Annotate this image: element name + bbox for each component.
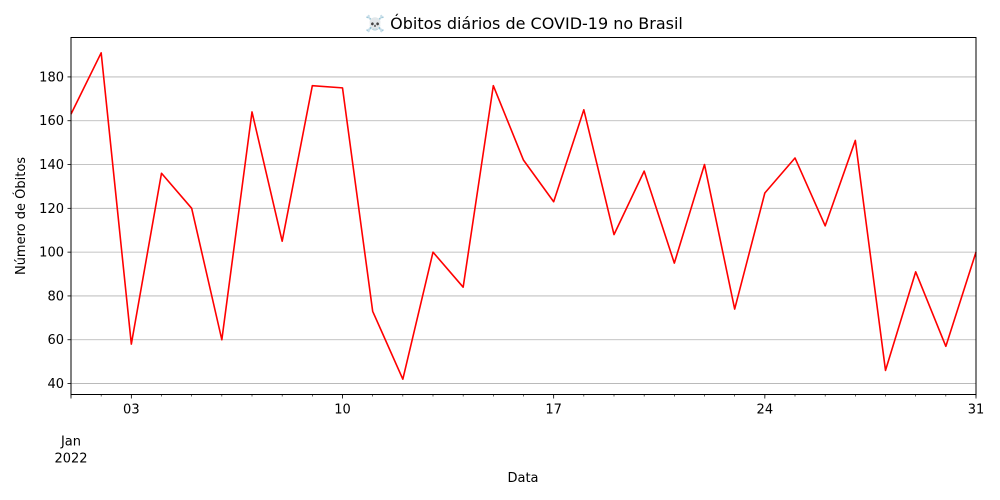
x-tick-label: 10 (334, 403, 351, 418)
series-line (70, 52, 977, 380)
y-tick-label: 40 (47, 377, 64, 392)
y-tick-label: 60 (47, 333, 64, 348)
grid-lines (71, 76, 976, 384)
chart-title: ☠️ Óbitos diários de COVID-19 no Brasil (365, 14, 683, 33)
x-month-label: Jan (60, 435, 81, 450)
x-year-label: 2022 (54, 452, 87, 467)
y-tick-label: 120 (39, 202, 64, 217)
x-axis-label: Data (507, 471, 538, 486)
y-tick-label: 180 (39, 70, 64, 85)
y-tick-label: 80 (47, 289, 64, 304)
y-tick-label: 140 (39, 158, 64, 173)
series-layer (70, 52, 977, 380)
x-axis: 03 10 17 24 31 Jan 2022 (54, 394, 985, 467)
x-tick-label: 17 (545, 403, 562, 418)
x-tick-label: 03 (123, 403, 140, 418)
y-axis-label: Número de Óbitos (13, 157, 29, 275)
x-tick-label: 31 (968, 403, 985, 418)
y-tick-label: 100 (39, 246, 64, 261)
y-axis: 40 60 80 100 120 140 160 180 (39, 70, 71, 392)
x-tick-label: 24 (757, 403, 774, 418)
plot-frame (70, 37, 977, 395)
y-tick-label: 160 (39, 114, 64, 129)
